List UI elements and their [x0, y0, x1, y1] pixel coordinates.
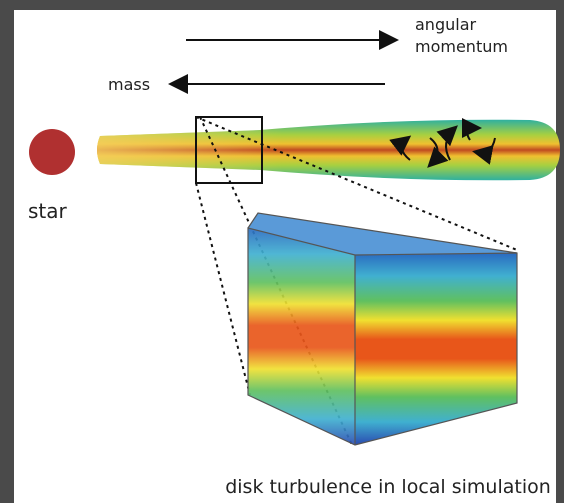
star-label: star: [28, 199, 68, 223]
star: [29, 129, 75, 175]
caption: disk turbulence in local simulation: [225, 476, 551, 498]
mass-label: mass: [108, 75, 150, 94]
angular-momentum-label: angular: [415, 15, 476, 34]
diagram: angular momentum mass star disk turbulen…: [0, 0, 564, 503]
page: angular momentum mass star disk turbulen…: [0, 0, 564, 503]
angular-momentum-label: momentum: [415, 37, 508, 56]
